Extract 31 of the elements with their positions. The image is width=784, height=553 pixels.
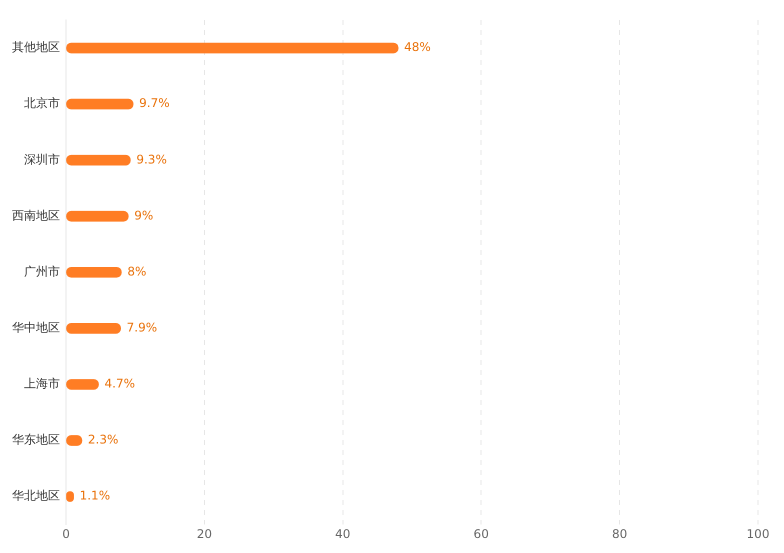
y-tick-label: 广州市 xyxy=(24,264,60,278)
bar xyxy=(66,323,121,334)
y-tick-label: 华北地区 xyxy=(12,488,60,503)
y-tick-label: 深圳市 xyxy=(24,152,60,166)
y-tick-label: 华东地区 xyxy=(12,432,60,447)
data-label: 4.7% xyxy=(104,376,136,391)
y-tick-label: 西南地区 xyxy=(12,208,60,222)
data-label: 9% xyxy=(134,208,154,222)
x-tick-label: 100 xyxy=(746,526,770,541)
data-label: 7.9% xyxy=(126,320,158,334)
y-tick-label: 华中地区 xyxy=(12,320,60,334)
bar xyxy=(66,210,129,222)
x-tick-label: 80 xyxy=(612,526,628,541)
x-tick-label: 20 xyxy=(196,526,212,541)
bar xyxy=(66,379,99,390)
data-label: 1.1% xyxy=(80,488,110,503)
data-label: 9.7% xyxy=(139,96,170,110)
data-label: 9.3% xyxy=(136,152,167,166)
data-label: 2.3% xyxy=(88,432,118,447)
x-tick-label: 60 xyxy=(474,526,489,541)
bar xyxy=(66,98,134,110)
bar xyxy=(66,154,131,166)
y-tick-label: 其他地区 xyxy=(12,40,60,54)
bar xyxy=(66,266,122,278)
data-label: 8% xyxy=(127,264,146,278)
x-tick-label: 40 xyxy=(335,526,350,541)
y-tick-label: 上海市 xyxy=(24,376,60,391)
y-tick-label: 北京市 xyxy=(24,96,60,110)
data-label: 48% xyxy=(404,40,431,54)
x-tick-label: 0 xyxy=(62,526,70,541)
bar xyxy=(66,42,398,54)
